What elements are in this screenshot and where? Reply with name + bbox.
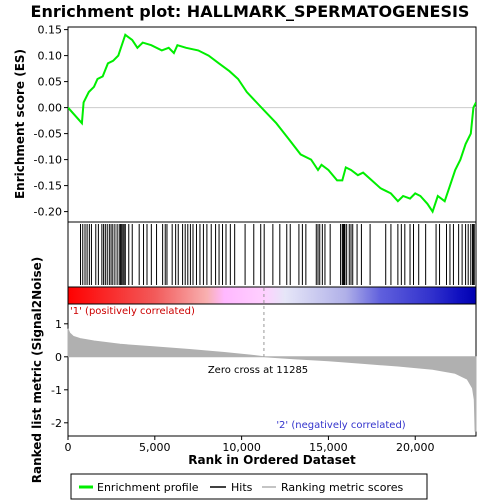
hits-panel-frame [67,221,477,288]
legend-label-hits: Hits [231,481,253,494]
x-tick-label: 15,000 [309,441,348,454]
es-y-tick-label: 0.00 [38,102,63,115]
negative-correlation-label: '2' (negatively correlated) [276,420,405,431]
metric-y-axis: -2 -1 0 1 [51,318,68,430]
ranking-heat-band [67,286,477,305]
ranking-panel-frame [67,303,477,437]
hits-group [80,224,475,285]
x-axis: 0 5,000 10,000 15,000 20,000 [65,436,435,454]
positive-correlation-label: '1' (positively correlated) [70,306,195,317]
es-y-tick-label: -0.15 [34,180,62,193]
metric-y-tick-label: 0 [55,351,62,364]
chart-title: Enrichment plot: HALLMARK_SPERMATOGENESI… [31,2,470,21]
zero-cross-label: Zero cross at 11285 [208,365,308,376]
legend-label-enrichment: Enrichment profile [97,481,199,494]
x-tick-label: 20,000 [396,441,435,454]
es-panel-frame [67,26,477,223]
x-axis-label: Rank in Ordered Dataset [188,453,356,467]
metric-y-tick-label: -1 [51,384,62,397]
metric-y-axis-label: Ranked list metric (Signal2Noise) [30,257,44,484]
es-y-axis-label: Enrichment score (ES) [13,49,27,199]
enrichment-profile-line [68,33,476,214]
legend-box [70,473,428,500]
es-y-tick-label: -0.10 [34,154,62,167]
es-y-tick-label: 0.15 [38,24,63,37]
x-tick-label: 0 [65,441,72,454]
legend-label-ranking: Ranking metric scores [281,481,403,494]
metric-y-tick-label: 1 [55,318,62,331]
es-y-tick-label: 0.10 [38,50,63,63]
es-y-tick-label: -0.20 [34,206,62,219]
legend-item-enrichment: Enrichment profile [79,481,199,494]
x-tick-label: 10,000 [222,441,261,454]
es-y-tick-label: -0.05 [34,128,62,141]
x-tick-label: 5,000 [139,441,171,454]
es-y-tick-label: 0.05 [38,76,63,89]
es-y-axis: -0.20 -0.15 -0.10 -0.05 0.00 0.05 0.10 0.15 [34,24,68,219]
metric-y-tick-label: -2 [51,417,62,430]
ranking-metric-area [67,328,477,432]
legend-item-hits: Hits [210,481,253,494]
legend-item-ranking: Ranking metric scores [262,481,403,494]
